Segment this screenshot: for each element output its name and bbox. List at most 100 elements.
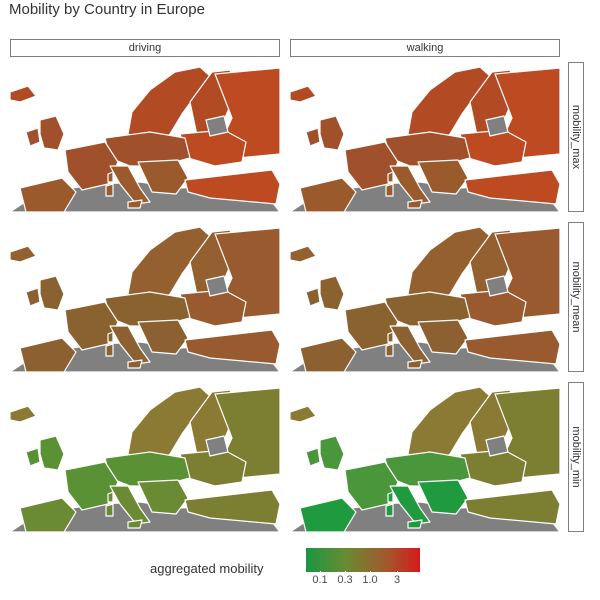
country-missing-country xyxy=(485,115,509,137)
country-italy xyxy=(109,165,151,205)
country-italy xyxy=(389,165,431,205)
facet-label-mobility-min: mobility_min xyxy=(570,426,582,488)
facet-label-driving: driving xyxy=(128,42,162,54)
country-iceland xyxy=(290,85,317,103)
country-iberia xyxy=(19,177,77,212)
country-italy xyxy=(109,325,151,365)
legend-tick xyxy=(397,571,398,574)
map-panel-driving-max xyxy=(10,62,280,212)
chart-title: Mobility by Country in Europe xyxy=(9,1,205,18)
country-uk xyxy=(39,275,65,311)
country-corsica xyxy=(107,171,114,183)
map-canvas xyxy=(290,226,560,372)
country-corsica xyxy=(387,331,394,343)
country-italy xyxy=(109,485,151,525)
country-ireland xyxy=(305,447,321,467)
country-sardinia xyxy=(385,183,394,197)
facet-label-mobility-mean: mobility_mean xyxy=(570,261,582,333)
country-balkans xyxy=(137,319,189,355)
country-uk xyxy=(39,115,65,151)
country-ireland xyxy=(25,127,41,147)
country-ireland xyxy=(305,287,321,307)
country-france xyxy=(64,141,119,191)
country-sardinia xyxy=(105,343,114,357)
map-panel-walking-mean xyxy=(290,222,560,372)
country-uk xyxy=(319,435,345,471)
country-turkey xyxy=(184,169,280,205)
map-canvas xyxy=(10,66,280,212)
map-canvas xyxy=(10,226,280,372)
country-iberia xyxy=(19,337,77,372)
country-france xyxy=(64,301,119,351)
country-missing-country xyxy=(485,435,509,457)
country-sardinia xyxy=(105,503,114,517)
country-france xyxy=(344,461,399,511)
country-corsica xyxy=(107,331,114,343)
legend-break-label: 0.3 xyxy=(337,574,353,586)
legend-title: aggregated mobility xyxy=(150,561,264,576)
country-iceland xyxy=(290,245,317,263)
legend-tick xyxy=(345,571,346,574)
country-missing-country xyxy=(485,275,509,297)
country-turkey xyxy=(184,489,280,525)
country-france xyxy=(64,461,119,511)
country-iceland xyxy=(290,405,317,423)
country-sardinia xyxy=(385,343,394,357)
country-turkey xyxy=(464,489,560,525)
country-sicily xyxy=(127,519,143,529)
country-ireland xyxy=(305,127,321,147)
country-france xyxy=(344,141,399,191)
facet-label-mobility-max: mobility_max xyxy=(570,104,582,170)
country-sicily xyxy=(407,519,423,529)
country-sicily xyxy=(127,199,143,209)
map-panel-walking-max xyxy=(290,62,560,212)
country-sicily xyxy=(407,359,423,369)
country-france xyxy=(344,301,399,351)
country-turkey xyxy=(184,329,280,365)
country-missing-country xyxy=(205,275,229,297)
legend-colorbar xyxy=(306,548,420,572)
country-turkey xyxy=(464,329,560,365)
country-corsica xyxy=(387,491,394,503)
country-iberia xyxy=(19,497,77,532)
country-balkans xyxy=(417,319,469,355)
country-balkans xyxy=(417,479,469,515)
country-uk xyxy=(319,275,345,311)
country-corsica xyxy=(387,171,394,183)
country-missing-country xyxy=(205,435,229,457)
country-corsica xyxy=(107,491,114,503)
country-iberia xyxy=(299,497,357,532)
map-panel-driving-mean xyxy=(10,222,280,372)
country-uk xyxy=(39,435,65,471)
country-iberia xyxy=(299,177,357,212)
map-canvas xyxy=(10,386,280,532)
country-iceland xyxy=(10,405,37,423)
country-iberia xyxy=(299,337,357,372)
country-sardinia xyxy=(385,503,394,517)
country-italy xyxy=(389,485,431,525)
country-turkey xyxy=(464,169,560,205)
country-missing-country xyxy=(205,115,229,137)
facet-strip-mobility-mean: mobility_mean xyxy=(568,222,584,372)
facet-strip-mobility-max: mobility_max xyxy=(568,62,584,212)
map-panel-walking-min xyxy=(290,382,560,532)
country-ireland xyxy=(25,447,41,467)
country-sicily xyxy=(127,359,143,369)
facet-strip-walking: walking xyxy=(290,39,560,57)
legend-break-label: 3 xyxy=(393,574,401,586)
country-uk xyxy=(319,115,345,151)
country-balkans xyxy=(137,479,189,515)
legend-break-label: 0.1 xyxy=(312,574,328,586)
legend-break-label: 1.0 xyxy=(362,574,378,586)
country-ireland xyxy=(25,287,41,307)
legend-tick xyxy=(320,571,321,574)
country-iceland xyxy=(10,245,37,263)
map-panel-driving-min xyxy=(10,382,280,532)
country-sardinia xyxy=(105,183,114,197)
facet-strip-driving: driving xyxy=(10,39,280,57)
country-balkans xyxy=(417,159,469,195)
facet-label-walking: walking xyxy=(406,42,444,54)
country-italy xyxy=(389,325,431,365)
map-canvas xyxy=(290,386,560,532)
map-canvas xyxy=(290,66,560,212)
